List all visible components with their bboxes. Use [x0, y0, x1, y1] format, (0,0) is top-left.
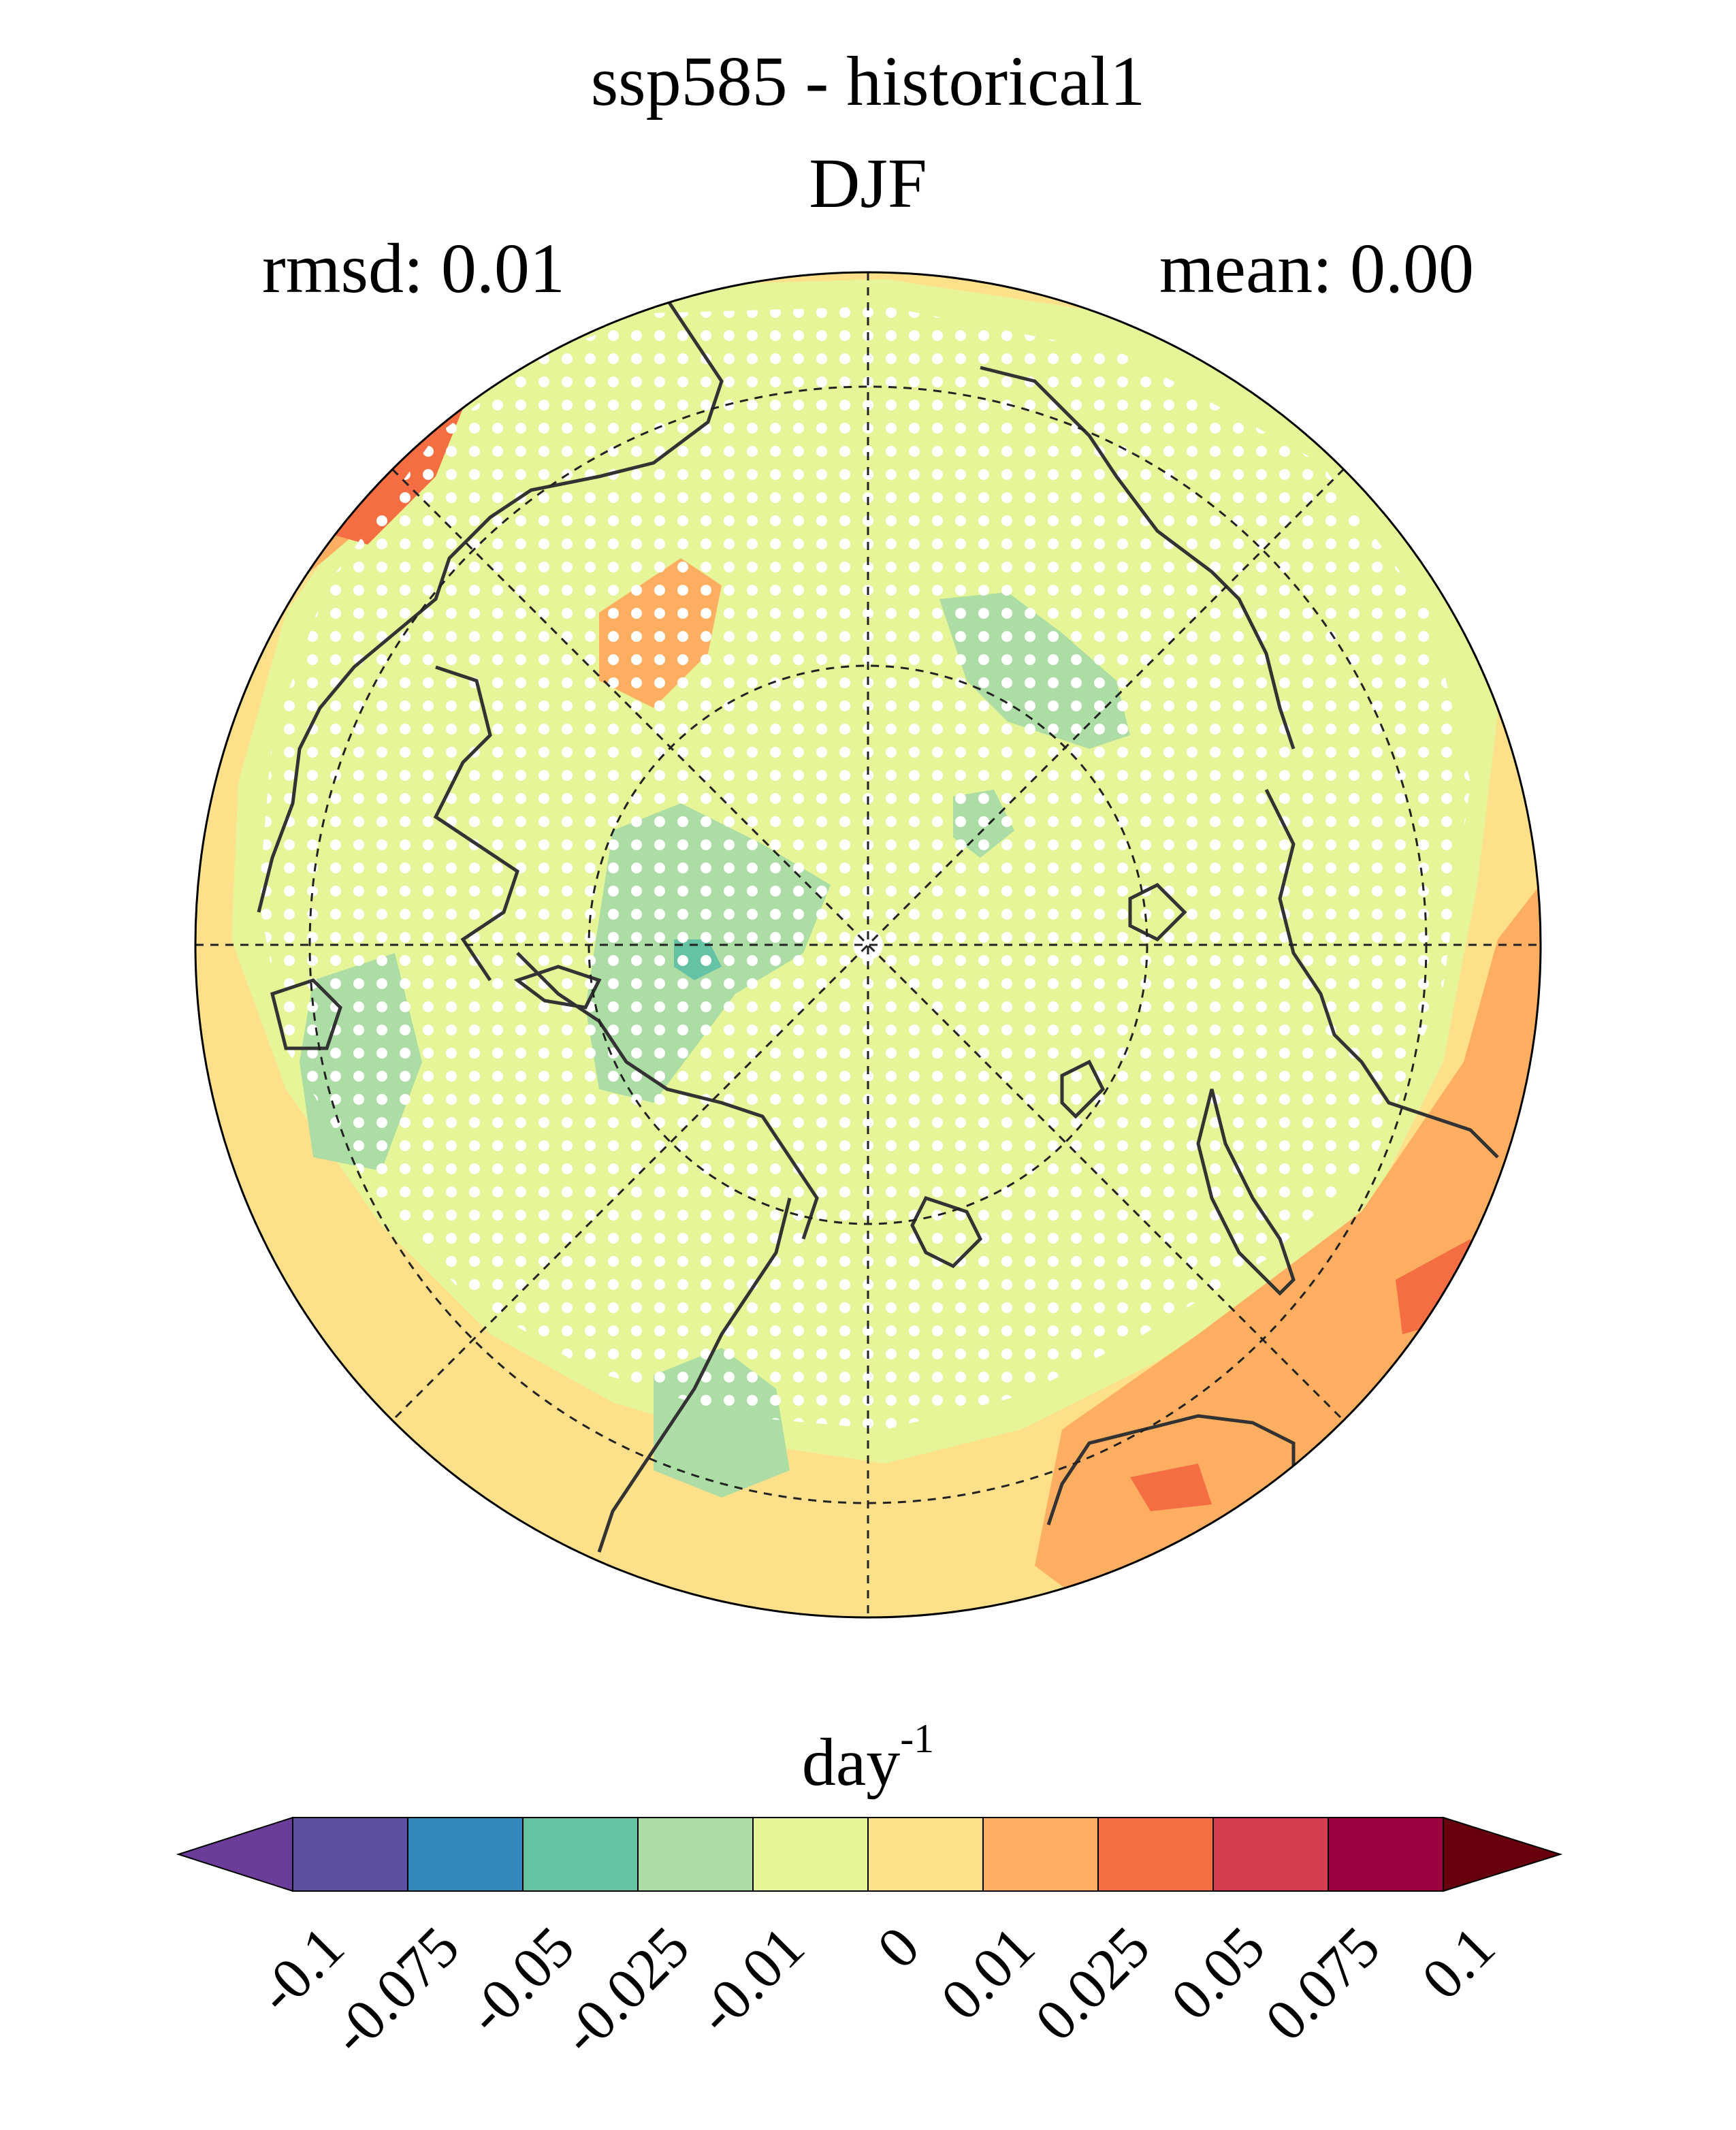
significance-stippling	[259, 306, 1470, 1430]
mean-label: mean: 0.00	[1159, 229, 1474, 308]
colorbar-label: day-1	[801, 1716, 935, 1800]
field-region-hot-southeast	[1130, 1464, 1212, 1511]
colorbar-segment	[867, 1817, 984, 1892]
colorbar-segment	[1212, 1817, 1329, 1892]
colorbar-segment	[407, 1817, 524, 1892]
graticule	[195, 272, 1541, 1617]
season-label: DJF	[809, 144, 927, 223]
colorbar-segment	[1328, 1817, 1444, 1892]
colorbar-segment	[752, 1817, 869, 1892]
map-field	[195, 272, 1541, 1617]
colorbar-segment	[637, 1817, 754, 1892]
colorbar-segment	[1097, 1817, 1214, 1892]
figure-title: ssp585 - historical1	[590, 42, 1146, 120]
rmsd-label: rmsd: 0.01	[262, 229, 565, 308]
colorbar-segment	[522, 1817, 639, 1892]
colorbar-extension-high	[1443, 1816, 1563, 1892]
field-region-hot-northwest	[320, 408, 463, 545]
colorbar-segment	[292, 1817, 408, 1892]
map-boundary	[194, 271, 1542, 1619]
colorbar-segment	[982, 1817, 1099, 1892]
colorbar-extension-low	[176, 1816, 293, 1892]
polar-map	[194, 271, 1542, 1619]
